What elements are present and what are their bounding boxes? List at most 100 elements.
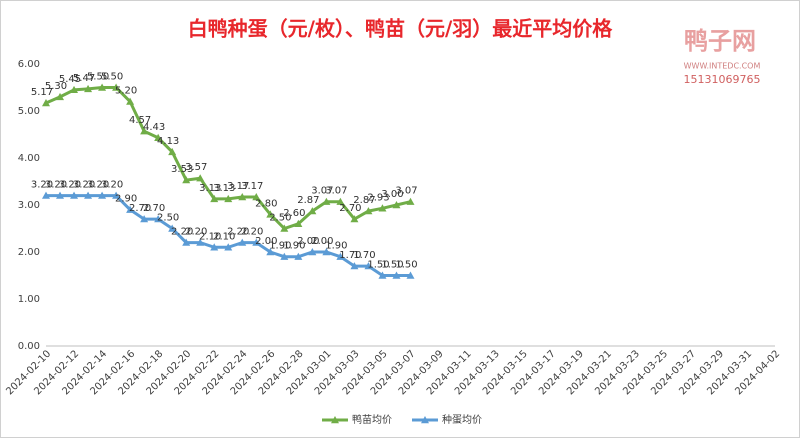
point-marker [336,252,345,260]
point-marker [98,191,107,199]
point-marker [406,197,415,205]
data-label: 1.50 [395,260,417,271]
point-marker [112,191,121,199]
data-label: 2.00 [297,236,319,247]
data-label: 2.80 [255,198,277,209]
data-label: 3.07 [311,186,333,197]
watermark-phone: 15131069765 [684,73,761,86]
point-marker [322,248,331,256]
point-marker [294,219,303,227]
y-tick-label: 1.00 [18,294,40,305]
data-label: 1.70 [353,250,375,261]
data-label: 3.07 [395,186,417,197]
data-label: 3.00 [381,189,403,200]
data-label: 5.20 [115,86,137,97]
point-marker [84,191,93,199]
y-tick-label: 3.00 [18,200,40,211]
data-label: 2.87 [297,195,319,206]
point-marker [224,243,233,251]
legend-marker [421,416,429,424]
point-marker [294,252,303,260]
point-marker [112,83,121,91]
y-tick-label: 4.00 [18,153,40,164]
data-label: 2.20 [241,227,263,238]
data-label: 2.10 [199,231,221,242]
data-label: 2.90 [115,194,137,205]
y-tick-label: 6.00 [18,59,40,70]
data-label: 5.50 [87,72,109,83]
y-tick-label: 0.00 [18,341,40,352]
data-label: 3.20 [45,180,67,191]
data-label: 3.53 [171,164,193,175]
data-label: 1.50 [367,260,389,271]
point-marker [364,262,373,270]
point-marker [140,127,149,135]
data-label: 2.60 [283,208,305,219]
chart-title: 白鸭种蛋（元/枚）、鸭苗（元/羽）最近平均价格 [188,17,614,41]
point-marker [42,191,50,199]
data-label: 4.43 [143,122,165,133]
data-label: 2.10 [213,231,235,242]
data-label: 5.47 [73,73,95,84]
legend-label: 鸭苗均价 [352,413,392,426]
data-label: 5.30 [45,81,67,92]
point-marker [140,215,149,223]
data-label: 1.90 [325,241,347,252]
data-label: 3.20 [87,180,109,191]
point-marker [196,238,205,246]
legend-label: 种蛋均价 [442,413,482,426]
point-marker [210,243,219,251]
data-label: 2.00 [311,236,333,247]
point-marker [98,83,107,91]
data-label: 5.50 [101,72,123,83]
data-label: 3.13 [213,183,235,194]
data-label: 2.50 [157,213,179,224]
data-label: 3.20 [31,180,53,191]
point-marker [70,85,79,94]
data-label: 5.45 [59,74,81,85]
data-label: 3.17 [241,181,263,192]
point-marker [84,84,93,93]
point-marker [196,174,205,182]
point-marker [70,191,79,199]
point-marker [378,204,387,212]
point-marker [350,262,359,270]
watermark-site: WWW.INTEDC.COM [684,62,761,71]
data-label: 2.70 [129,203,151,214]
point-marker [154,133,163,141]
point-marker [154,215,163,223]
point-marker [266,210,275,218]
data-label: 3.57 [185,162,207,173]
point-marker [392,201,401,209]
data-label: 5.17 [31,87,53,98]
point-marker [168,224,177,232]
legend-marker [331,416,339,424]
data-label: 2.70 [339,203,361,214]
point-marker [126,97,135,105]
data-label: 2.50 [269,213,291,224]
point-marker [238,238,247,246]
data-label: 3.07 [325,186,347,197]
point-marker [280,252,289,260]
data-label: 2.20 [171,227,193,238]
point-marker [308,248,317,256]
point-marker [322,197,331,205]
point-marker [210,194,219,203]
data-label: 2.20 [185,227,207,238]
point-marker [350,215,359,223]
point-marker [42,99,50,107]
point-marker [308,207,317,215]
y-tick-label: 5.00 [18,106,40,117]
data-label: 2.93 [367,192,389,203]
point-marker [224,194,233,203]
point-marker [168,147,177,156]
point-marker [126,205,135,213]
point-marker [182,176,191,184]
data-label: 1.70 [339,250,361,261]
data-label: 3.20 [73,180,95,191]
point-marker [378,271,387,279]
point-marker [252,238,261,246]
point-marker [56,92,65,101]
point-marker [266,248,275,256]
